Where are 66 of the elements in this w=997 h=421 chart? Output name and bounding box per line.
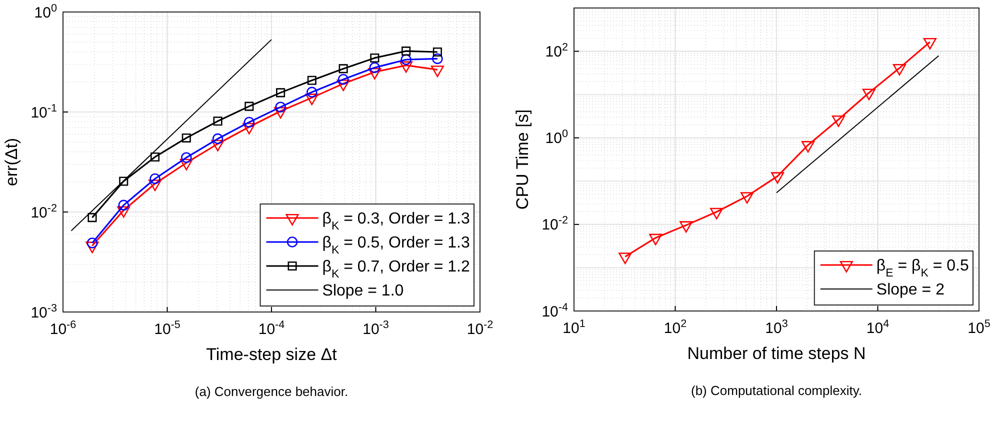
point <box>771 172 784 184</box>
point <box>181 152 192 163</box>
point <box>213 116 222 126</box>
x-tick-label: 10$^{4}$ <box>866 318 890 337</box>
y-axis-title: CPU Time [s] <box>513 109 532 210</box>
x-tick-label: 10$^{-6}$ <box>50 319 76 338</box>
point <box>832 115 846 127</box>
point <box>119 176 128 186</box>
x-tick-label: 10$^{-2}$ <box>466 319 494 338</box>
x-tick-label: 10$^{-3}$ <box>362 319 389 338</box>
point <box>400 54 412 65</box>
point <box>244 102 254 111</box>
point <box>86 238 98 248</box>
x-axis-title: Number of time steps N <box>687 344 866 363</box>
y-tick-label: 10$^{2}$ <box>545 42 568 61</box>
point <box>150 152 160 162</box>
point <box>244 116 255 128</box>
point <box>88 213 97 222</box>
x-tick-label: 10$^{2}$ <box>664 318 687 337</box>
point <box>432 53 443 64</box>
x-tick-label: 10$^{1}$ <box>562 318 586 337</box>
legend-label: Slope = 1.0 <box>322 282 404 300</box>
point <box>118 200 129 211</box>
x-tick-label: 10$^{5}$ <box>968 318 990 337</box>
point <box>402 46 411 56</box>
legend-label: Slope = 2 <box>876 282 945 299</box>
point <box>306 86 318 98</box>
y-tick-label: 10$^{0}$ <box>545 128 568 148</box>
legend-label: β$_{K}$ = 0.5, Order = 1.3 <box>322 234 470 257</box>
y-tick-label: 10$^{-4}$ <box>542 301 568 320</box>
point <box>338 74 349 85</box>
x-tick-label: 10$^{-5}$ <box>154 319 180 338</box>
point <box>801 141 815 153</box>
legend-label: β$_{E}$ = β$_{K}$ = 0.5 <box>876 258 969 280</box>
point <box>369 62 380 73</box>
point <box>862 88 876 100</box>
point <box>276 88 286 98</box>
y-tick-label: 10$^{-2}$ <box>30 202 57 222</box>
x-axis-title: Time-step size Δt <box>206 345 338 364</box>
point <box>338 64 348 74</box>
point <box>432 47 442 57</box>
y-tick-label: 10$^{-3}$ <box>30 302 57 322</box>
text: (b) Computational complexity. <box>691 383 862 398</box>
point <box>923 38 936 50</box>
point <box>680 221 693 233</box>
point <box>710 208 724 220</box>
y-axis-title: err(Δt) <box>2 138 21 186</box>
y-tick-label: 10$^{-1}$ <box>30 102 57 122</box>
legend-label: β$_{K}$ = 0.7, Order = 1.2 <box>322 258 470 281</box>
y-tick-label: 10$^{-2}$ <box>542 214 568 234</box>
point <box>212 133 224 144</box>
point <box>307 76 316 85</box>
point <box>182 133 191 142</box>
text: (a) Convergence behavior. <box>194 384 348 399</box>
point <box>150 173 160 184</box>
point <box>892 64 906 76</box>
point <box>275 102 286 112</box>
legend-label: β$_{K}$ = 0.3, Order = 1.3 <box>322 210 470 233</box>
point <box>618 252 632 264</box>
point <box>740 192 754 204</box>
y-tick-label: 10$^{0}$ <box>34 2 57 22</box>
x-tick-label: 10$^{3}$ <box>765 318 788 337</box>
x-tick-label: 10$^{-4}$ <box>258 319 285 338</box>
point <box>368 68 382 80</box>
point <box>649 234 662 246</box>
point <box>370 53 380 62</box>
